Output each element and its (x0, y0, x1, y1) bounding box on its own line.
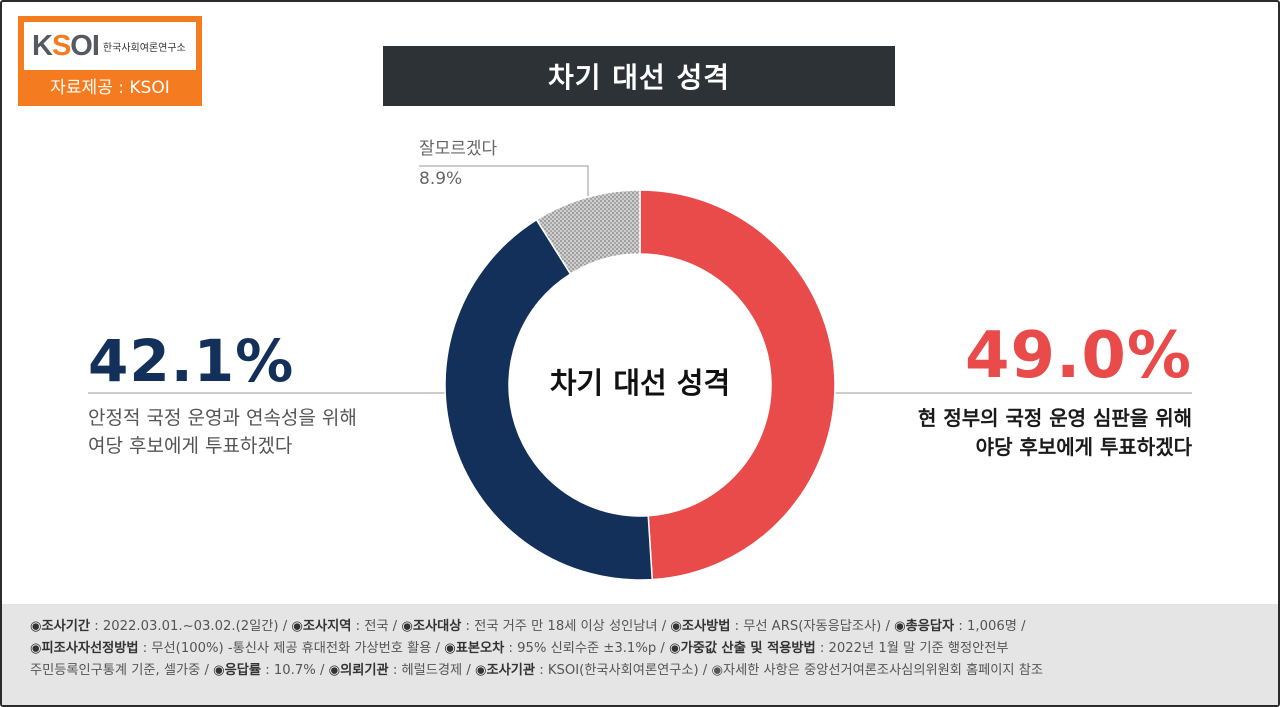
ruling-percentage: 42.1% (88, 327, 295, 395)
opposition-desc-line2: 야당 후보에게 투표하겠다 (975, 435, 1192, 459)
footnote-value: : 2022.03.01.~03.02.(2일간) / (90, 619, 292, 634)
footnote-value: : 무선 ARS(자동응답조사) / (730, 619, 895, 634)
opposition-slice (639, 189, 836, 581)
footnote-key: ◉피조사자선정방법 (30, 641, 139, 656)
opposition-description: 현 정부의 국정 운영 심판을 위해 야당 후보에게 투표하겠다 (918, 404, 1192, 462)
page-title: 차기 대선 성격 (383, 46, 895, 106)
unknown-leader-line (419, 165, 589, 196)
ruling-desc-line1: 안정적 국정 운영과 연속성을 위해 (88, 407, 357, 429)
footnote-key: ◉조사방법 (670, 619, 731, 634)
unknown-slice (535, 189, 641, 275)
footnote-value: : 헤럴드경제 / (388, 663, 475, 678)
opposition-desc-line1: 현 정부의 국정 운영 심판을 위해 (917, 406, 1192, 430)
unknown-label-text: 잘모르겠다 (419, 139, 498, 159)
footnote-line-1: ◉조사기간 : 2022.03.01.~03.02.(2일간) / ◉조사지역 … (30, 616, 1250, 638)
ruling-description: 안정적 국정 운영과 연속성을 위해 여당 후보에게 투표하겠다 (88, 404, 357, 460)
footnote-value: : KSOI(한국사회여론연구소) / ◉자세한 사항은 중앙선거여론조사심의위… (535, 663, 1044, 678)
opposition-percentage: 49.0% (964, 319, 1192, 393)
footnote-key: ◉조사대상 (401, 619, 462, 634)
footnote-key: ◉조사지역 (291, 619, 352, 634)
footnote-value: : 2022년 1월 말 기준 행정안전부 (815, 641, 1009, 656)
footnote-key: ◉총응답자 (894, 619, 955, 634)
logo-org-name: 한국사회여론연구소 (102, 42, 186, 54)
footnote-line-2: ◉피조사자선정방법 : 무선(100%) -통신사 제공 휴대전화 가상번호 활… (30, 638, 1250, 660)
footnote-key: ◉의뢰기관 (328, 663, 389, 678)
unknown-label: 잘모르겠다 8.9% (419, 134, 497, 194)
footnote-value: : 95% 신뢰수준 ±3.1%p / (504, 641, 670, 656)
footnote-value: : 10.7% / (261, 663, 329, 678)
footnote-value: : 전국 / (351, 619, 402, 634)
footnote-value: : 무선(100%) -통신사 제공 휴대전화 가상번호 활용 / (138, 641, 445, 656)
ruling-slice (444, 218, 654, 581)
logo-mark: KSOI (32, 29, 100, 62)
ruling-desc-line2: 여당 후보에게 투표하겠다 (88, 435, 293, 457)
footnote-key: ◉조사기간 (30, 619, 91, 634)
donut-center-label: 차기 대선 성격 (549, 366, 731, 400)
survey-footnote: ◉조사기간 : 2022.03.01.~03.02.(2일간) / ◉조사지역 … (2, 604, 1278, 705)
footnote-key: ◉조사기관 (474, 663, 536, 678)
unknown-label-pct: 8.9% (419, 169, 463, 189)
footnote-key: ◉응답률 (213, 663, 262, 678)
footnote-value: 주민등록인구통계 기준, 셀가중 / (30, 663, 214, 678)
footnote-key: ◉표본오차 (444, 641, 505, 656)
logo-panel: KSOI 한국사회여론연구소 (24, 22, 196, 70)
footnote-value: : 전국 거주 만 18세 이상 성인남녀 / (461, 619, 671, 634)
footnote-value: : 1,006명 / (954, 619, 1026, 634)
footnote-key: ◉가중값 산출 및 적용방법 (669, 641, 816, 656)
logo-caption: 자료제공 : KSOI (50, 78, 170, 98)
footnote-line-3: 주민등록인구통계 기준, 셀가중 / ◉응답률 : 10.7% / ◉의뢰기관 … (30, 660, 1250, 682)
ksoi-logo: KSOI 한국사회여론연구소 자료제공 : KSOI (18, 16, 202, 106)
